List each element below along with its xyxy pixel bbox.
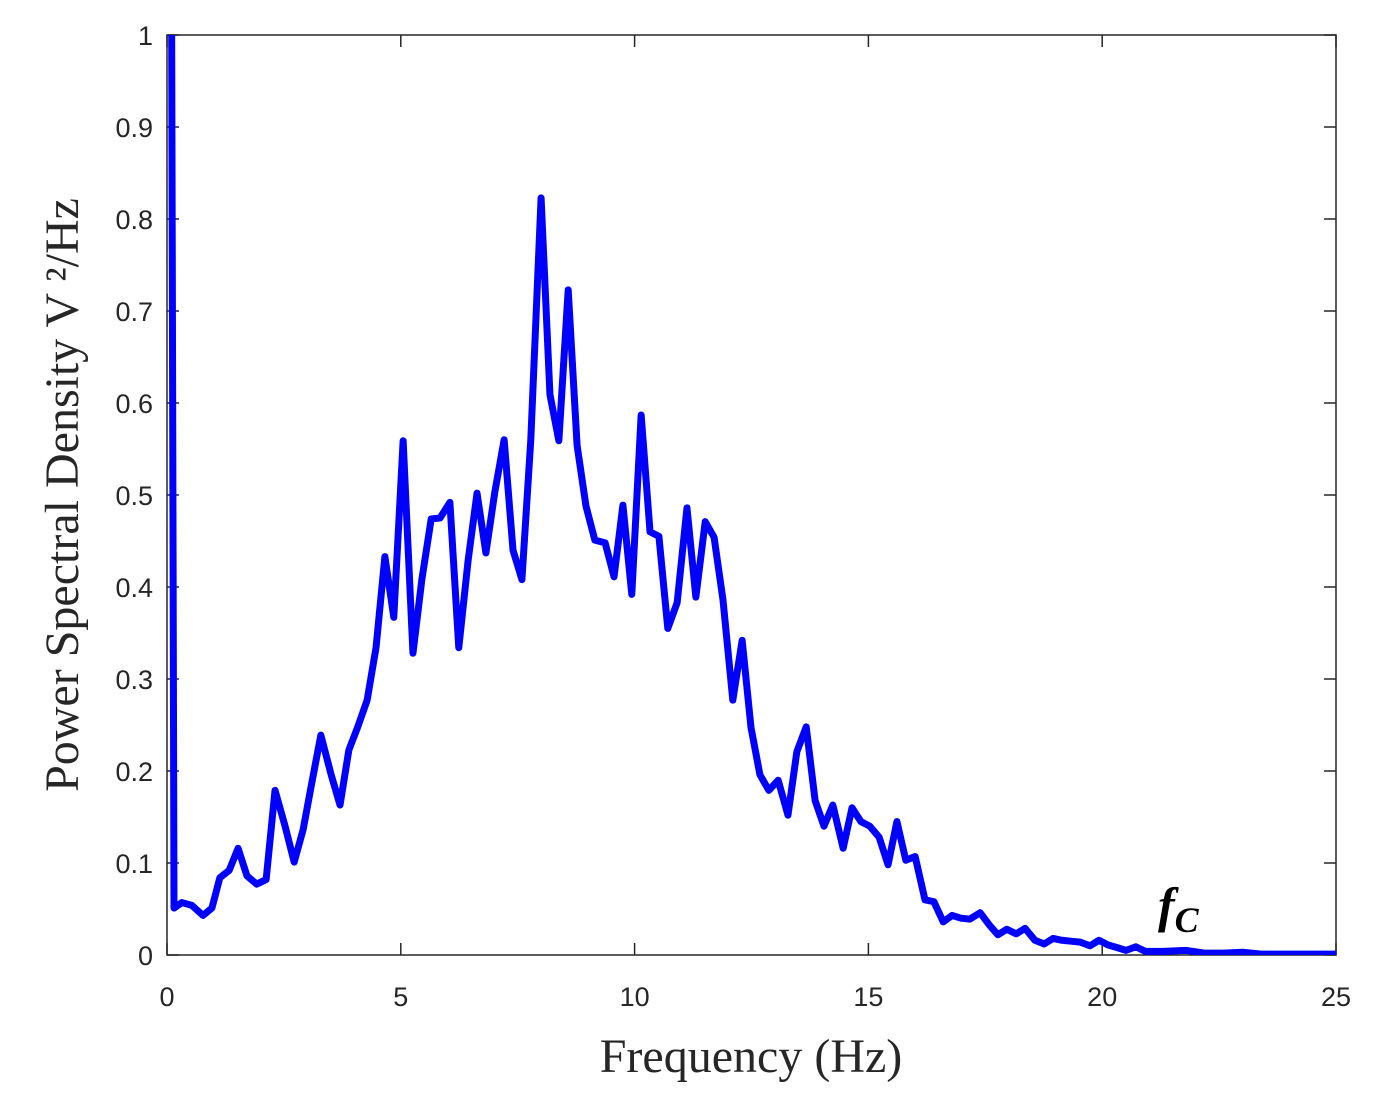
y-tick-label: 1 <box>138 21 153 51</box>
y-tick-label: 0.8 <box>115 205 153 235</box>
annotation-text: f <box>1158 877 1179 933</box>
plot-frame <box>166 34 1337 956</box>
annotation-subscript: C <box>1175 900 1200 940</box>
y-tick-label: 0.5 <box>115 481 153 511</box>
y-tick-label: 0.2 <box>115 757 153 787</box>
x-tick-label: 20 <box>1087 982 1117 1012</box>
y-tick-label: 0.9 <box>115 113 153 143</box>
y-tick-label: 0.4 <box>115 573 153 603</box>
series-line <box>168 35 1336 955</box>
y-tick-label: 0.6 <box>115 389 153 419</box>
y-tick-label: 0.3 <box>115 665 153 695</box>
annotation: fC <box>1158 877 1200 940</box>
x-tick-label: 25 <box>1321 982 1351 1012</box>
x-tick-label: 10 <box>620 982 650 1012</box>
y-tick-label: 0.7 <box>115 297 153 327</box>
y-axis-label: Power Spectral Density V ²/Hz <box>36 198 89 792</box>
x-tick-label: 5 <box>393 982 408 1012</box>
y-tick-label: 0.1 <box>115 849 153 879</box>
x-axis-label: Frequency (Hz) <box>600 1030 903 1083</box>
y-tick-label: 0 <box>138 941 153 971</box>
x-tick-label: 15 <box>853 982 883 1012</box>
x-tick-label: 0 <box>159 982 174 1012</box>
